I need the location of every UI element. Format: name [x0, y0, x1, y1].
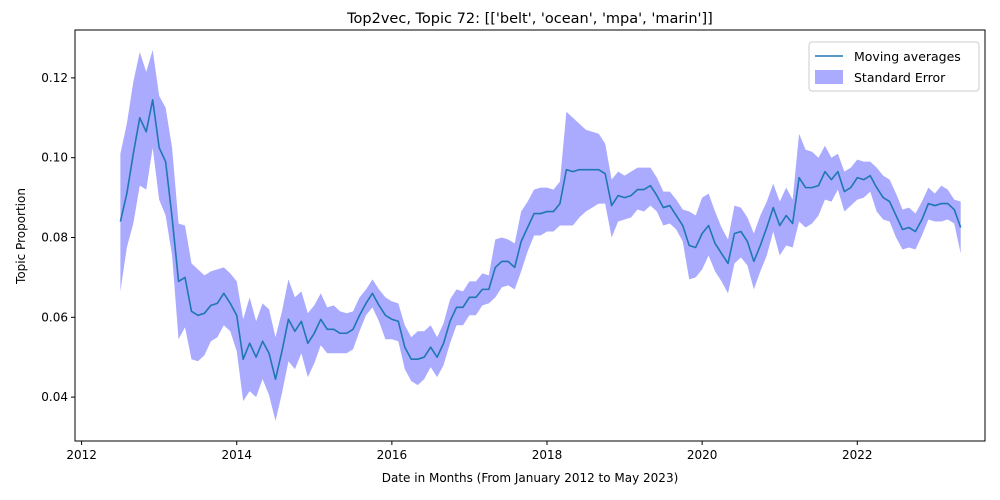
- standard-error-band: [120, 49, 961, 422]
- y-axis-label: Topic Proportion: [14, 188, 28, 285]
- y-tick-label: 0.10: [41, 151, 68, 165]
- legend-band-swatch: [815, 70, 843, 84]
- x-axis-ticks: 2012 2014 2016 2018 2020 2022: [66, 441, 873, 462]
- chart-title: Top2vec, Topic 72: [['belt', 'ocean', 'm…: [346, 11, 713, 27]
- legend-frame: [808, 41, 980, 92]
- x-tick-label: 2018: [532, 448, 563, 462]
- x-tick-label: 2012: [66, 448, 97, 462]
- x-tick-label: 2016: [377, 448, 408, 462]
- band-layer: [120, 49, 961, 422]
- x-tick-label: 2014: [221, 448, 252, 462]
- y-tick-label: 0.12: [41, 71, 68, 85]
- y-tick-label: 0.04: [41, 390, 68, 404]
- y-tick-label: 0.06: [41, 310, 68, 324]
- plot-frame: [74, 29, 986, 442]
- legend-label-moving-averages: Moving averages: [854, 49, 961, 64]
- line-layer: [119, 99, 962, 380]
- x-tick-label: 2020: [687, 448, 718, 462]
- x-tick-label: 2022: [842, 448, 873, 462]
- legend-label-standard-error: Standard Error: [854, 70, 946, 85]
- x-axis-label: Date in Months (From January 2012 to May…: [382, 471, 679, 485]
- legend: Moving averages Standard Error: [808, 41, 980, 92]
- y-axis-ticks: 0.04 0.06 0.08 0.10 0.12: [41, 71, 75, 404]
- y-tick-label: 0.08: [41, 230, 68, 244]
- moving-averages-line: [119, 99, 962, 380]
